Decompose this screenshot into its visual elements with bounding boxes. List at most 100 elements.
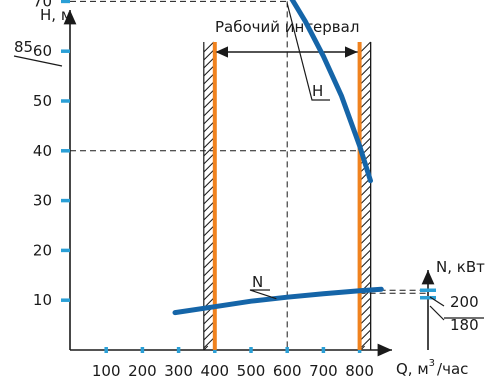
series-line-H [289, 0, 373, 184]
hatch-stroke [360, 73, 371, 85]
n-axis-value-180: 180 [450, 316, 479, 334]
hatch-stroke [360, 49, 371, 61]
hatch-stroke [203, 217, 215, 229]
x-axis-title: Q, м3/час [396, 358, 468, 378]
hatch-stroke [360, 225, 371, 237]
hatch-stroke [203, 209, 215, 221]
hatch-stroke [203, 97, 215, 109]
y-axis-title: H, м [40, 6, 72, 24]
hatch-stroke [203, 241, 215, 253]
x-tick-label-400: 400 [200, 362, 229, 380]
hatch-stroke [360, 201, 371, 213]
hatch-stroke [360, 121, 371, 133]
y-tick-label-60: 60 [33, 42, 52, 60]
x-tick-label-700: 700 [309, 362, 338, 380]
y-tick-label-85: 85 [14, 38, 33, 56]
hatch-stroke [203, 169, 215, 181]
hatch-stroke [203, 161, 215, 173]
hatch-stroke [360, 217, 371, 229]
hatch-stroke [360, 233, 371, 245]
interval-label: Рабочий интервал [215, 18, 359, 36]
hatch-stroke [203, 321, 215, 333]
x-axis-title-unit: /час [437, 360, 468, 378]
y-tick-label-30: 30 [33, 192, 52, 210]
series-label-leader-H [286, 3, 330, 101]
hatch-stroke [360, 209, 371, 221]
hatch-stroke [203, 329, 215, 341]
hatch-stroke [203, 121, 215, 133]
x-tick-label-600: 600 [273, 362, 302, 380]
hatch-stroke [203, 81, 215, 93]
hatch-stroke [360, 297, 371, 309]
hatch-stroke [360, 329, 371, 341]
x-tick-label-800: 800 [345, 362, 374, 380]
hatch-stroke [203, 145, 215, 157]
x-tick-label-500: 500 [237, 362, 266, 380]
hatch-stroke [203, 73, 215, 85]
y-tick-label-20: 20 [33, 241, 52, 259]
n-axis-leader-180 [429, 305, 445, 321]
hatch-stroke [203, 65, 215, 77]
series-label-leader-N [249, 289, 277, 300]
hatch-stroke [203, 153, 215, 165]
hatch-stroke [360, 241, 371, 253]
hatch-stroke [203, 201, 215, 213]
x-tick-label-200: 200 [128, 362, 157, 380]
hatch-stroke [203, 273, 215, 285]
hatch-stroke [203, 177, 215, 189]
hatch-stroke [360, 65, 371, 77]
hatch-stroke [360, 273, 371, 285]
interval-boundary-hatch-left [203, 41, 215, 351]
y-tick-labels: 1020304050607080 [33, 0, 52, 309]
hatch-stroke [360, 105, 371, 117]
hatch-stroke [203, 193, 215, 205]
hatch-stroke [360, 249, 371, 261]
hatch-stroke [360, 89, 371, 101]
hatch-stroke [203, 57, 215, 69]
hatch-stroke [203, 89, 215, 101]
y-tick-marks [61, 0, 436, 302]
hatch-stroke [203, 233, 215, 245]
y-tick-85-underline [13, 55, 63, 67]
hatch-stroke [203, 113, 215, 125]
hatch-stroke [203, 185, 215, 197]
series-line-N [172, 286, 384, 316]
hatch-stroke [203, 105, 215, 117]
x-axis-title-main: Q, м [396, 360, 429, 378]
hatch-stroke [203, 289, 215, 301]
hatch-stroke [360, 305, 371, 317]
x-tick-labels: 100 200 300 400 500 600 700 800 [92, 362, 374, 380]
x-axis-title-exponent: 3 [429, 358, 435, 369]
hatch-stroke [203, 281, 215, 293]
hatch-stroke [360, 97, 371, 109]
x-tick-label-100: 100 [92, 362, 121, 380]
hatch-stroke [360, 193, 371, 205]
hatch-stroke [360, 185, 371, 197]
y-tick-label-70: 70 [33, 0, 52, 10]
y-tick-label-50: 50 [33, 92, 52, 110]
hatch-stroke [203, 265, 215, 277]
hatch-stroke [203, 257, 215, 269]
hatch-stroke [360, 321, 371, 333]
hatch-stroke [203, 129, 215, 141]
n-axis-title: N, кВт [436, 258, 485, 276]
hatch-stroke [203, 249, 215, 261]
hatch-stroke [203, 49, 215, 61]
hatch-stroke [203, 41, 215, 53]
hatch-stroke [360, 265, 371, 277]
x-tick-label-300: 300 [164, 362, 193, 380]
hatch-stroke [203, 137, 215, 149]
hatch-stroke [360, 129, 371, 141]
hatch-stroke [360, 313, 371, 325]
hatch-stroke [360, 57, 371, 69]
n-axis-leader-200 [429, 296, 445, 307]
hatch-stroke [203, 313, 215, 325]
n-axis-value-200: 200 [450, 293, 479, 311]
hatch-stroke [203, 225, 215, 237]
hatch-stroke [360, 257, 371, 269]
hatch-stroke [203, 337, 215, 349]
hatch-stroke [360, 113, 371, 125]
y-tick-label-40: 40 [33, 142, 52, 160]
